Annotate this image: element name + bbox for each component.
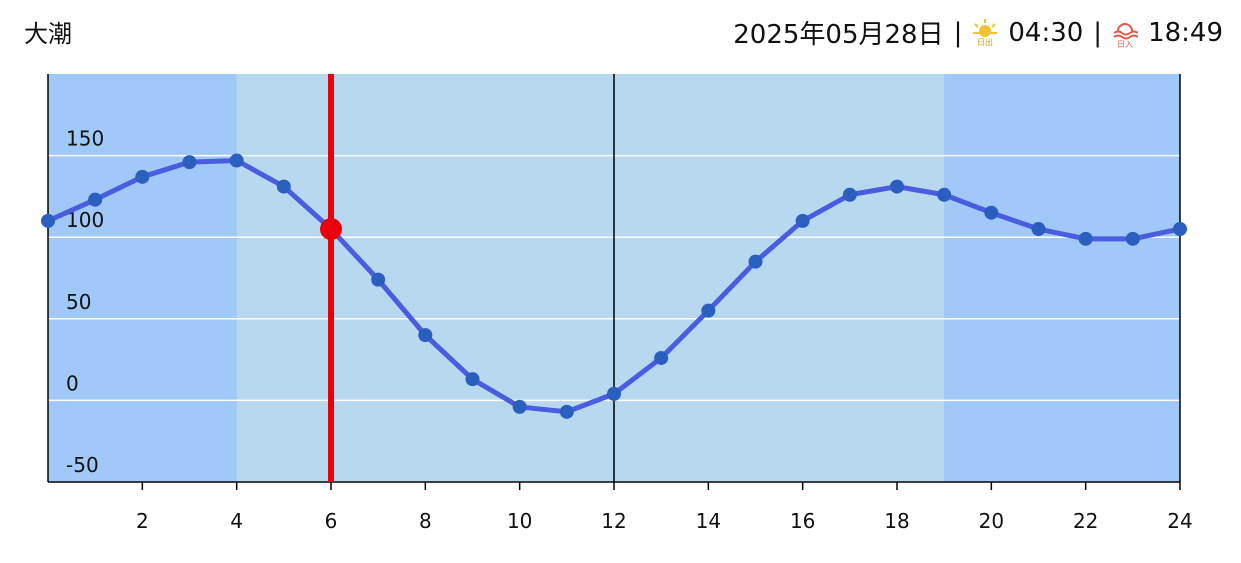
point (418, 328, 433, 343)
point (1173, 222, 1187, 237)
point (41, 213, 55, 228)
x-tick-label: 18 (884, 509, 909, 533)
x-tick-label: 2 (136, 509, 149, 533)
point (701, 303, 716, 318)
y-tick-label: 50 (66, 290, 91, 314)
x-tick-label: 12 (601, 509, 626, 533)
point (1125, 231, 1140, 246)
sunrise: 04:30 (1008, 17, 1084, 48)
sunrise-label: 日出 (977, 37, 993, 47)
x-tick-label: 6 (325, 509, 338, 533)
date: 2025年05月28日 (733, 20, 944, 50)
x-tick-label: 16 (790, 509, 815, 533)
point (135, 169, 150, 184)
point (465, 372, 480, 387)
point (984, 205, 999, 220)
x-tick-label: 22 (1073, 509, 1098, 533)
sunset-label: 日入 (1117, 40, 1133, 48)
x-tick-label: 24 (1167, 509, 1192, 533)
point (512, 399, 527, 414)
point (88, 192, 103, 207)
day-band (236, 74, 945, 482)
sunset-icon: 日入 (1113, 22, 1139, 48)
y-tick-label: 0 (66, 371, 79, 395)
point (229, 153, 244, 168)
separator: | (1093, 17, 1103, 48)
y-tick-label: 150 (66, 127, 104, 151)
point (559, 404, 574, 419)
x-tick-label: 4 (230, 509, 243, 533)
header: 大潮 2025年05月28日 | 日出 04:30 | 日入 18:49 (0, 0, 1241, 64)
point (937, 187, 952, 202)
x-tick-label: 10 (507, 509, 532, 533)
sunrise-icon: 日出 (973, 18, 998, 47)
sun-info: 2025年05月28日 | 日出 04:30 | 日入 18:49 (733, 14, 1223, 51)
point (607, 386, 621, 401)
x-tick-label: 20 (979, 509, 1004, 533)
x-tick-label: 14 (696, 509, 721, 533)
tide-type: 大潮 (24, 20, 72, 48)
point (842, 187, 857, 202)
x-tick-label: 8 (419, 509, 432, 533)
point (182, 155, 197, 170)
separator: | (953, 17, 963, 48)
y-tick-label: -50 (66, 453, 99, 477)
point (1031, 222, 1046, 237)
point (371, 272, 386, 287)
sunset: 18:49 (1148, 17, 1223, 48)
point (654, 350, 669, 365)
point (276, 179, 291, 194)
current-point (320, 218, 342, 241)
point (1078, 231, 1093, 246)
point (890, 179, 904, 194)
point (748, 254, 763, 269)
point (795, 213, 810, 228)
